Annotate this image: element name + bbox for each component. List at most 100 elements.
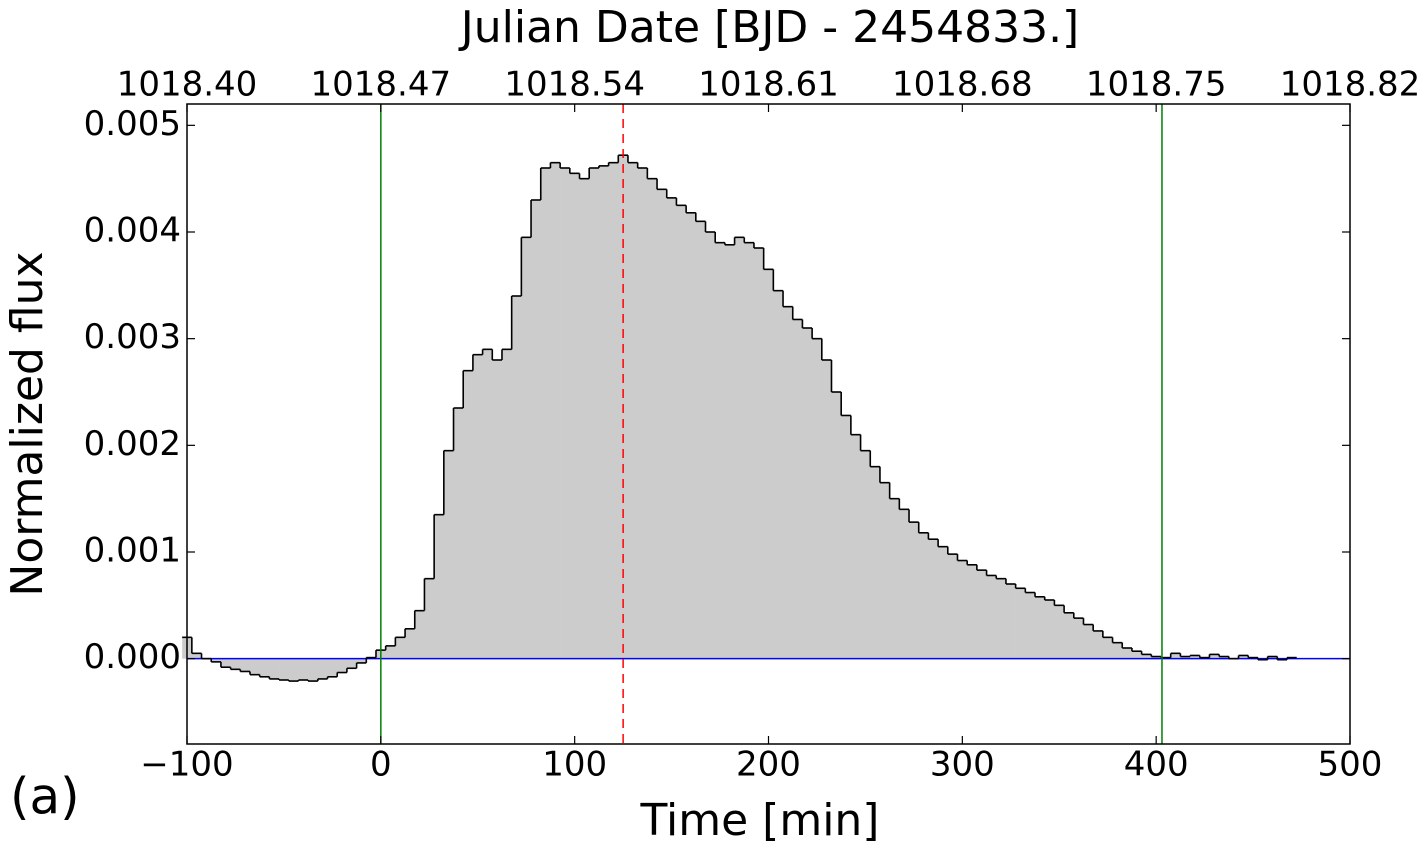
flux-fill	[230, 658, 241, 670]
flux-fill	[317, 658, 328, 679]
x-tick-label: 0	[370, 745, 392, 785]
flux-fill	[841, 415, 852, 659]
flux-fill	[1093, 630, 1104, 659]
flux-fill	[569, 173, 580, 659]
flux-fill	[298, 658, 309, 680]
y-tick-label: 0.004	[84, 211, 181, 251]
flux-fill	[259, 658, 270, 677]
x2-tick-label: 1018.75	[1086, 65, 1227, 105]
x-tick-label: 300	[930, 745, 995, 785]
flux-fill	[1073, 618, 1084, 659]
flux-fill	[279, 658, 290, 680]
y-tick-label: 0.003	[84, 317, 181, 357]
y-tick-label: 0.005	[84, 104, 181, 144]
flux-fill	[589, 168, 600, 659]
flux-fill	[395, 637, 406, 659]
flux-fill	[608, 162, 619, 659]
y-tick-label: 0.000	[84, 637, 181, 677]
flux-fill	[773, 290, 784, 659]
flux-fill	[1151, 656, 1162, 659]
flux-fill	[938, 546, 949, 659]
x2-tick-label: 1018.82	[1280, 65, 1421, 105]
flux-fill	[802, 328, 813, 659]
flux-fill	[327, 658, 338, 677]
flux-fill	[240, 658, 251, 672]
flux-fill	[637, 168, 648, 659]
flux-fill	[1190, 655, 1201, 659]
flux-fill	[1044, 600, 1055, 659]
flux-fill	[1209, 654, 1220, 659]
flux-fill	[598, 165, 609, 659]
flux-fill	[715, 242, 726, 659]
flux-fill	[288, 658, 299, 682]
flux-fill	[249, 658, 260, 675]
step-connectors	[191, 155, 1288, 682]
flux-fill	[1064, 612, 1075, 659]
flux-fill	[870, 466, 881, 659]
flux-fill	[1054, 605, 1065, 659]
flux-fill	[831, 392, 842, 659]
flux-fill	[996, 578, 1007, 659]
x2-tick-label: 1018.47	[311, 65, 452, 105]
flux-fill	[1170, 653, 1181, 659]
flux-fill	[405, 628, 416, 659]
flux-fill	[337, 658, 348, 673]
flux-fill	[511, 296, 522, 659]
flux-fill	[744, 242, 755, 659]
flux-fill	[1025, 592, 1036, 659]
flux-fill	[1238, 655, 1249, 659]
x2-tick-label: 1018.40	[117, 65, 258, 105]
flux-fill	[472, 354, 483, 659]
flux-fill	[686, 212, 697, 659]
flux-fill	[424, 578, 435, 659]
flux-fill	[812, 338, 823, 659]
flux-fill	[860, 450, 871, 659]
flux-fill	[1131, 651, 1142, 659]
flux-fill	[463, 370, 474, 659]
flux-fill	[947, 554, 958, 659]
flux-fill	[647, 178, 658, 659]
flux-fill	[986, 575, 997, 659]
flux-fill	[666, 197, 677, 659]
flux-fill	[1180, 656, 1191, 659]
flux-fill	[1267, 656, 1278, 659]
flux-fill	[1219, 656, 1230, 659]
flux-fill	[1035, 596, 1046, 659]
flux-fill	[356, 658, 367, 663]
flux-fill	[1141, 654, 1152, 659]
flux-fill	[889, 498, 900, 659]
flux-fill	[695, 221, 706, 659]
flux-fill	[705, 232, 716, 659]
top-axis-title: Julian Date [BJD - 2454833.]	[458, 2, 1079, 53]
x-tick-label: 500	[1318, 745, 1383, 785]
flux-fill	[753, 248, 764, 659]
y-axis-label: Normalized flux	[2, 251, 53, 596]
flux-fill	[734, 237, 745, 659]
flux-fill	[434, 514, 445, 659]
x2-tick-label: 1018.68	[892, 65, 1033, 105]
y-tick-label: 0.001	[84, 531, 181, 571]
flux-fill	[957, 560, 968, 659]
x2-tick-label: 1018.54	[504, 65, 645, 105]
flux-fill	[308, 658, 319, 682]
flux-fill	[550, 162, 561, 659]
x-tick-label: −100	[140, 745, 233, 785]
flux-fill	[763, 269, 774, 659]
flux-fill	[879, 482, 890, 659]
flux-fill	[453, 408, 464, 659]
flux-fill	[269, 658, 280, 679]
flux-fill	[501, 349, 512, 659]
flux-fill	[191, 653, 202, 659]
y-tick-label: 0.002	[84, 424, 181, 464]
flux-fill	[724, 244, 735, 659]
flux-fill	[976, 570, 987, 659]
x-tick-label: 200	[736, 745, 801, 785]
flux-fill	[657, 189, 668, 659]
x-tick-label: 100	[542, 745, 607, 785]
x-axis-label: Time [min]	[640, 795, 880, 846]
x2-tick-label: 1018.61	[698, 65, 839, 105]
flux-fill	[850, 434, 861, 659]
flux-fill	[1122, 648, 1133, 659]
flux-fill	[211, 658, 222, 662]
